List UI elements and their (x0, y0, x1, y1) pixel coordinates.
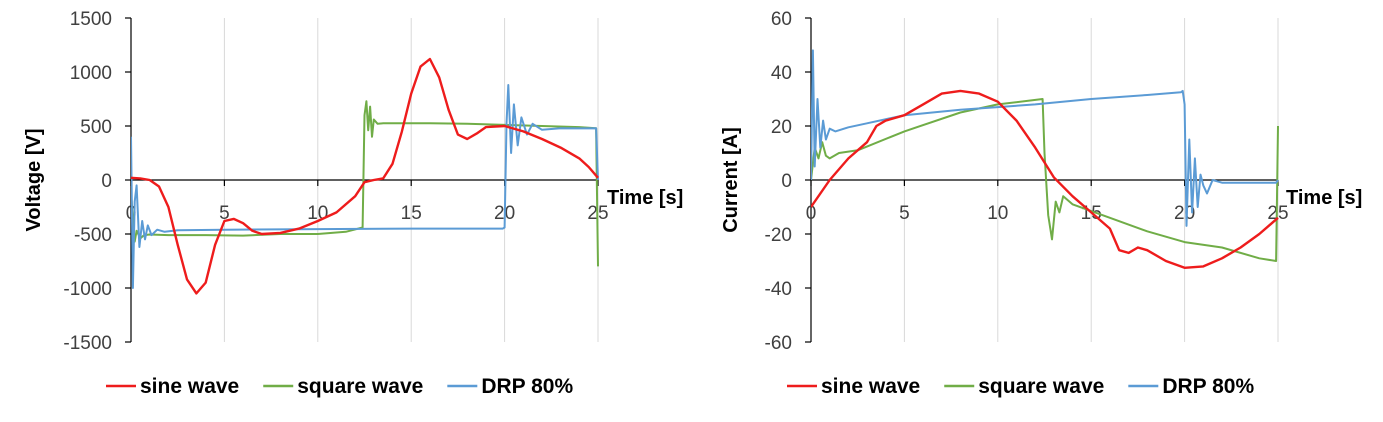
legend-label: sine wave (821, 375, 920, 398)
y-tick-label: 40 (771, 63, 792, 84)
x-tick-label: 5 (219, 203, 230, 224)
y-tick-label: 60 (771, 9, 792, 30)
x-axis-label: Time [s] (1286, 187, 1362, 209)
y-tick-label: -1500 (63, 333, 112, 354)
series-line-drp-80- (811, 49, 1279, 227)
series-line-square-wave (811, 98, 1279, 262)
x-tick-label: 10 (987, 203, 1008, 224)
series-line-drp-80- (131, 84, 599, 289)
series-line-sine-wave (131, 57, 599, 295)
y-tick-label: 0 (781, 171, 792, 192)
legend-label: sine wave (140, 375, 239, 398)
legend-label: DRP 80% (1162, 375, 1254, 398)
y-tick-label: 1000 (70, 63, 112, 84)
legend-label: square wave (978, 375, 1104, 398)
y-tick-label: 20 (771, 117, 792, 138)
x-tick-label: 15 (401, 203, 422, 224)
x-axis-label: Time [s] (607, 187, 683, 209)
x-tick-label: 5 (899, 203, 910, 224)
y-tick-label: -500 (74, 225, 112, 246)
y-axis-label: Voltage [V] (23, 129, 45, 232)
legend-label: square wave (297, 375, 423, 398)
y-tick-label: -60 (765, 333, 792, 354)
x-tick-label: 20 (1174, 203, 1195, 224)
y-tick-label: 1500 (70, 9, 112, 30)
series-line-sine-wave (811, 89, 1279, 269)
y-tick-label: 500 (80, 117, 112, 138)
legend-label: DRP 80% (481, 375, 573, 398)
y-tick-label: -40 (765, 279, 792, 300)
y-tick-label: -1000 (63, 279, 112, 300)
y-tick-label: -20 (765, 225, 792, 246)
y-tick-label: 0 (101, 171, 112, 192)
x-tick-label: 0 (806, 203, 817, 224)
x-tick-label: 25 (1267, 203, 1288, 224)
y-axis-label: Current [A] (720, 127, 742, 233)
